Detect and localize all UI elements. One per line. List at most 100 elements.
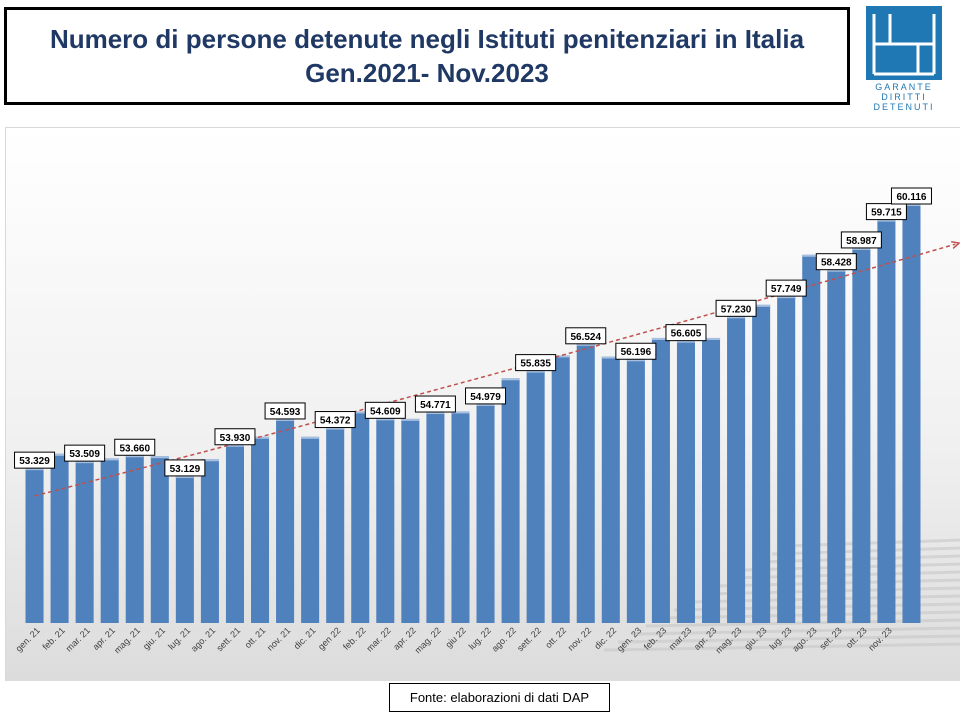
bar-group xyxy=(301,436,320,623)
bar-group xyxy=(752,304,771,623)
bar xyxy=(551,355,570,623)
bar xyxy=(752,304,771,623)
bar xyxy=(326,427,345,623)
bar-group xyxy=(777,296,796,623)
bar-top xyxy=(426,412,445,415)
bar-group xyxy=(802,254,821,623)
x-tick-label: ott. 22 xyxy=(543,625,568,650)
data-label: 60.116 xyxy=(890,187,932,205)
bar-group xyxy=(100,458,119,623)
x-tick-label: feb. 22 xyxy=(341,625,368,652)
bar-top xyxy=(451,411,470,414)
bar xyxy=(676,340,695,623)
x-tick-label: giu 22 xyxy=(443,625,467,649)
data-label-box xyxy=(890,187,932,205)
data-label-text: 53.660 xyxy=(119,443,150,454)
bar xyxy=(376,418,395,623)
bar-top xyxy=(376,418,395,421)
bar-top xyxy=(276,418,295,421)
data-label-box xyxy=(765,279,807,297)
bar xyxy=(877,219,896,623)
data-label-box xyxy=(565,327,607,345)
bar xyxy=(601,356,620,623)
shadow-stripe xyxy=(631,626,960,636)
bar xyxy=(75,461,94,623)
bar xyxy=(827,269,846,623)
bar xyxy=(451,411,470,623)
bar xyxy=(626,359,645,623)
x-tick-label: gen. 21 xyxy=(14,625,42,653)
data-label: 58.428 xyxy=(815,253,857,271)
data-label-text: 54.979 xyxy=(470,392,501,403)
data-label: 53.329 xyxy=(14,451,56,469)
data-label: 53.660 xyxy=(114,438,156,456)
logo-text-3: DETENUTI xyxy=(874,102,935,112)
bar xyxy=(25,468,44,623)
trend-line xyxy=(34,243,956,497)
x-tick-label: mar. 22 xyxy=(364,625,392,653)
bar-group xyxy=(25,468,44,623)
bar xyxy=(852,247,871,624)
x-tick-label: gen 22 xyxy=(316,625,343,652)
bar-top xyxy=(576,343,595,346)
data-label: 58.987 xyxy=(840,231,882,249)
bar xyxy=(476,403,495,623)
data-label-box xyxy=(815,253,857,271)
data-label-text: 53.329 xyxy=(19,456,50,467)
bar-group xyxy=(150,456,169,623)
bar-group xyxy=(200,459,219,623)
bar-group xyxy=(827,269,846,623)
data-label-text: 56.524 xyxy=(570,332,601,343)
x-tick-label: giu. 21 xyxy=(141,625,167,651)
bar-top xyxy=(75,461,94,464)
x-tick-label: ago. 21 xyxy=(189,625,217,653)
bar-group xyxy=(626,359,645,623)
data-label-box xyxy=(715,299,757,317)
bar-top xyxy=(551,355,570,358)
data-label-text: 56.196 xyxy=(621,347,652,358)
bar-group xyxy=(727,316,746,623)
x-tick-label: mag. 22 xyxy=(413,625,443,655)
bar-group xyxy=(576,343,595,623)
bar-group xyxy=(50,453,69,623)
bar-group xyxy=(526,370,545,623)
bar xyxy=(150,456,169,623)
chart-title-line1: Numero di persone detenute negli Istitut… xyxy=(49,24,805,54)
bar-top xyxy=(326,427,345,430)
bar-group xyxy=(702,337,721,623)
x-tick-label: lug. 22 xyxy=(467,625,493,651)
bar-top xyxy=(702,337,721,340)
data-label-text: 54.372 xyxy=(320,416,351,427)
data-label-text: 58.428 xyxy=(821,258,852,269)
bar-group xyxy=(601,356,620,623)
data-label-box xyxy=(665,324,707,342)
bar-group xyxy=(351,411,370,623)
data-label-text: 55.835 xyxy=(520,359,551,370)
bar xyxy=(802,254,821,623)
data-label-box xyxy=(840,231,882,249)
logo-bars-icon xyxy=(872,14,936,76)
bar xyxy=(576,343,595,623)
bar xyxy=(175,475,194,623)
chart-area: 53.329 53.509 53.660 53.129 53.930 54.593 54.3… xyxy=(5,127,960,681)
data-label: 56.605 xyxy=(665,324,707,342)
data-label-text: 56.605 xyxy=(671,329,702,340)
bar-top xyxy=(25,468,44,471)
bar xyxy=(351,411,370,623)
data-label-box xyxy=(314,411,356,429)
bar-group xyxy=(551,355,570,623)
data-label: 59.715 xyxy=(865,203,907,221)
bar-top xyxy=(802,254,821,257)
bar xyxy=(125,455,144,623)
bar-chart: 53.329 53.509 53.660 53.129 53.930 54.593 54.3… xyxy=(14,187,960,655)
data-label: 56.524 xyxy=(565,327,607,345)
data-label-box xyxy=(414,395,456,413)
x-tick-label: ago. 22 xyxy=(490,625,518,653)
data-label-text: 57.749 xyxy=(771,284,802,295)
data-label: 55.835 xyxy=(515,354,557,372)
bar-group xyxy=(251,436,270,623)
logo-text-2: DIRITTI xyxy=(881,92,927,102)
data-label-text: 53.509 xyxy=(69,449,100,460)
data-label: 54.771 xyxy=(414,395,456,413)
bar-group xyxy=(125,455,144,623)
